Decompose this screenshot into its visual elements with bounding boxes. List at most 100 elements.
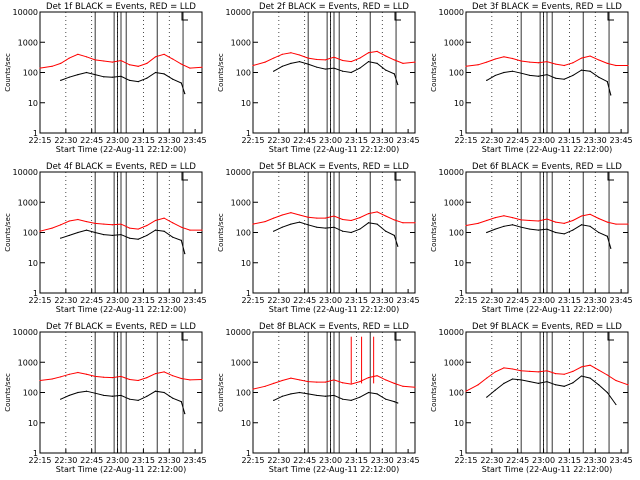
lld-point <box>111 61 113 63</box>
events-point <box>129 398 131 400</box>
events-point <box>77 74 79 76</box>
y-tick-label: 1000 <box>18 198 38 207</box>
lld-point <box>68 57 70 59</box>
x-tick-label: 23:15 <box>132 296 155 305</box>
events-point <box>580 224 583 226</box>
events-point <box>520 226 522 228</box>
x-tick-label: 23:30 <box>584 136 607 145</box>
lld-point <box>589 55 591 57</box>
corner-marker <box>394 12 401 21</box>
lld-point <box>51 378 53 380</box>
events-point <box>298 60 301 63</box>
lld-point <box>120 59 122 62</box>
y-tick-label: 1000 <box>231 38 251 47</box>
lld-point <box>546 60 548 63</box>
y-tick-label: 10000 <box>226 168 251 177</box>
x-tick-label: 23:00 <box>319 136 342 145</box>
lld-point <box>465 224 467 227</box>
lld-point <box>359 57 361 59</box>
lld-point <box>154 373 157 375</box>
events-point <box>615 403 617 406</box>
events-point <box>367 391 370 394</box>
lld-point <box>359 217 361 219</box>
events-point <box>290 393 292 395</box>
corner-marker <box>181 172 188 181</box>
lld-point <box>163 53 165 55</box>
y-tick-label: 100 <box>23 229 38 238</box>
lld-point <box>189 67 191 69</box>
x-tick-label: 22:30 <box>54 456 77 465</box>
series-line-events <box>60 390 186 414</box>
x-tick-label: 23:30 <box>371 456 394 465</box>
x-tick-label: 22:45 <box>293 136 316 145</box>
lld-point <box>342 218 344 221</box>
x-tick-label: 22:45 <box>506 456 529 465</box>
events-point <box>342 398 344 400</box>
events-point <box>163 391 165 394</box>
corner-marker <box>181 332 188 341</box>
lld-point <box>120 375 122 378</box>
events-point <box>129 79 131 81</box>
corner-marker <box>181 12 188 21</box>
events-point <box>333 394 335 397</box>
x-tick-label: 23:30 <box>158 296 181 305</box>
y-tick-label: 1 <box>33 449 38 458</box>
x-tick-label: 23:45 <box>184 296 207 305</box>
x-tick-label: 22:30 <box>480 296 503 305</box>
events-point <box>598 231 600 234</box>
x-tick-label: 23:45 <box>397 456 420 465</box>
chart-title: Det 3f BLACK = Events, RED = LLD <box>472 2 622 12</box>
series-line-events <box>486 224 612 249</box>
events-point <box>397 83 399 86</box>
lld-point <box>180 377 182 380</box>
lld-point <box>180 63 182 65</box>
lld-point <box>281 53 283 55</box>
lld-point <box>393 219 395 221</box>
x-tick-label: 23:30 <box>371 136 394 145</box>
lld-point <box>606 374 608 376</box>
x-tick-label: 22:30 <box>267 456 290 465</box>
events-point <box>146 395 148 397</box>
lld-point <box>520 60 522 62</box>
events-point <box>563 385 565 387</box>
events-point <box>563 233 565 235</box>
lld-point <box>201 66 203 68</box>
chart-title: Det 6f BLACK = Events, RED = LLD <box>472 162 622 172</box>
lld-point <box>252 223 254 225</box>
lld-point <box>264 385 266 387</box>
x-tick-label: 23:00 <box>106 136 129 145</box>
events-point <box>598 384 600 386</box>
events-point <box>555 77 557 79</box>
lld-point <box>627 64 629 67</box>
lld-point <box>103 60 105 62</box>
y-tick-label: 100 <box>449 389 464 398</box>
lld-point <box>146 377 148 379</box>
series-line-events <box>273 221 399 247</box>
lld-point <box>129 227 131 229</box>
lld-point <box>137 65 139 67</box>
events-point <box>172 78 174 80</box>
events-point <box>273 230 275 232</box>
corner-marker <box>394 332 401 341</box>
x-tick-label: 22:15 <box>454 456 477 465</box>
chart-panel-6: Det 6f BLACK = Events, RED = LLD Counts/s… <box>430 162 633 314</box>
lld-point <box>486 61 488 63</box>
lld-point <box>137 379 139 382</box>
y-tick-label: 1 <box>33 129 38 138</box>
events-point <box>290 62 292 64</box>
lld-point <box>350 383 352 385</box>
lld-point <box>103 376 105 378</box>
lld-point <box>385 379 387 381</box>
events-point <box>511 70 514 72</box>
x-tick-label: 23:00 <box>106 296 129 305</box>
events-point <box>307 393 309 395</box>
y-tick-label: 1000 <box>444 358 464 367</box>
lld-point <box>264 220 266 223</box>
events-point <box>184 93 186 95</box>
events-point <box>546 228 548 230</box>
x-tick-label: 22:15 <box>454 136 477 145</box>
x-axis-label: Start Time (22-Aug-11 22:12:00) <box>269 465 400 474</box>
lld-point <box>120 223 122 225</box>
lld-point <box>39 67 41 69</box>
events-point <box>333 226 335 228</box>
